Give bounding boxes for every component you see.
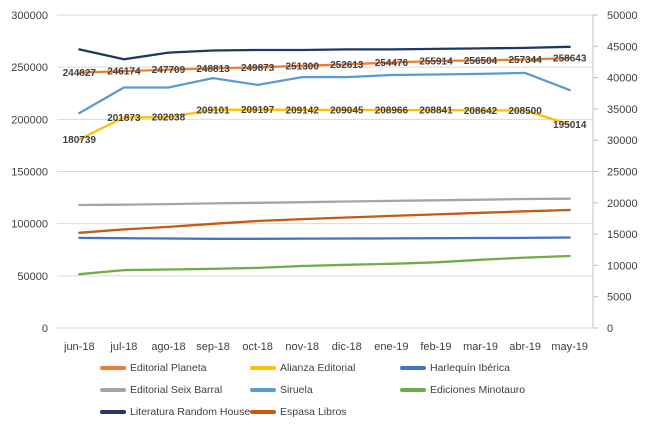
right-axis-tick-label: 25000 [607, 167, 638, 179]
data-label-alianza-editorial: 208841 [419, 106, 453, 117]
data-label-alianza-editorial: 209142 [286, 105, 320, 116]
left-axis-tick-label: 300000 [11, 10, 48, 22]
left-axis-tick-label: 200000 [11, 114, 48, 126]
data-label-editorial-planeta: 255914 [419, 56, 453, 67]
data-label-editorial-planeta: 248813 [196, 64, 230, 75]
data-label-alianza-editorial: 209045 [330, 105, 364, 116]
x-axis-label: sep-18 [196, 341, 230, 353]
right-axis-tick-label: 10000 [607, 260, 638, 272]
right-axis-tick-label: 20000 [607, 198, 638, 210]
left-axis-tick-label: 0 [42, 323, 48, 335]
data-label-editorial-planeta: 251300 [286, 61, 320, 72]
data-label-alianza-editorial: 201873 [107, 113, 141, 124]
data-label-alianza-editorial: 209101 [196, 105, 230, 116]
x-axis-label: nov-18 [285, 341, 319, 353]
x-axis-label: abr-19 [509, 341, 541, 353]
x-axis-label: may-19 [551, 341, 588, 353]
series-line-alianza-editorial [78, 108, 571, 141]
series-line-ediciones-minotauro [78, 254, 571, 276]
right-axis-tick-label: 5000 [607, 292, 631, 304]
x-axis-label: ene-19 [374, 341, 408, 353]
left-axis-tick-label: 100000 [11, 219, 48, 231]
x-axis-label: mar-19 [463, 341, 498, 353]
data-label-editorial-planeta: 247709 [152, 65, 186, 76]
series-line-editorial-planeta [78, 56, 571, 74]
series-line-espasa-libros [78, 208, 571, 234]
x-axis-label: feb-19 [420, 341, 451, 353]
data-label-editorial-planeta: 244827 [63, 68, 97, 79]
right-axis-tick-label: 0 [607, 323, 613, 335]
series-line-literatura-random-house [78, 45, 571, 61]
data-label-alianza-editorial: 195014 [553, 120, 587, 131]
data-label-editorial-planeta: 249873 [241, 63, 275, 74]
right-axis-tick-label: 45000 [607, 41, 638, 53]
left-axis-tick-label: 250000 [11, 62, 48, 74]
data-label-alianza-editorial: 208500 [508, 106, 542, 117]
data-label-editorial-planeta: 256504 [464, 56, 498, 67]
data-label-editorial-planeta: 257344 [508, 55, 542, 66]
data-label-alianza-editorial: 208642 [464, 106, 498, 117]
data-label-editorial-planeta: 258643 [553, 54, 587, 65]
data-label-editorial-planeta: 246174 [107, 67, 141, 78]
left-axis-tick-label: 50000 [17, 271, 48, 283]
left-axis-tick-label: 150000 [11, 167, 48, 179]
x-axis-label: jul-18 [109, 341, 137, 353]
right-axis-tick-label: 15000 [607, 229, 638, 241]
data-label-alianza-editorial: 209197 [241, 105, 275, 116]
series-line-editorial-seix-barral [78, 197, 571, 207]
x-axis-label: oct-18 [242, 341, 273, 353]
data-label-alianza-editorial: 208966 [375, 105, 409, 116]
x-axis-label: jun-18 [63, 341, 95, 353]
right-axis-tick-label: 40000 [607, 73, 638, 85]
x-axis-label: dic-18 [332, 341, 362, 353]
series-line-harlequin-iberica [78, 236, 571, 240]
data-label-editorial-planeta: 254476 [375, 58, 409, 69]
right-axis-tick-label: 50000 [607, 10, 638, 22]
data-label-editorial-planeta: 252613 [330, 60, 364, 71]
series-line-siruela [78, 71, 571, 115]
data-label-alianza-editorial: 180739 [63, 135, 97, 146]
x-axis-label: ago-18 [151, 341, 185, 353]
right-axis-tick-label: 35000 [607, 104, 638, 116]
data-label-alianza-editorial: 202038 [152, 113, 186, 124]
right-axis-tick-label: 30000 [607, 135, 638, 147]
